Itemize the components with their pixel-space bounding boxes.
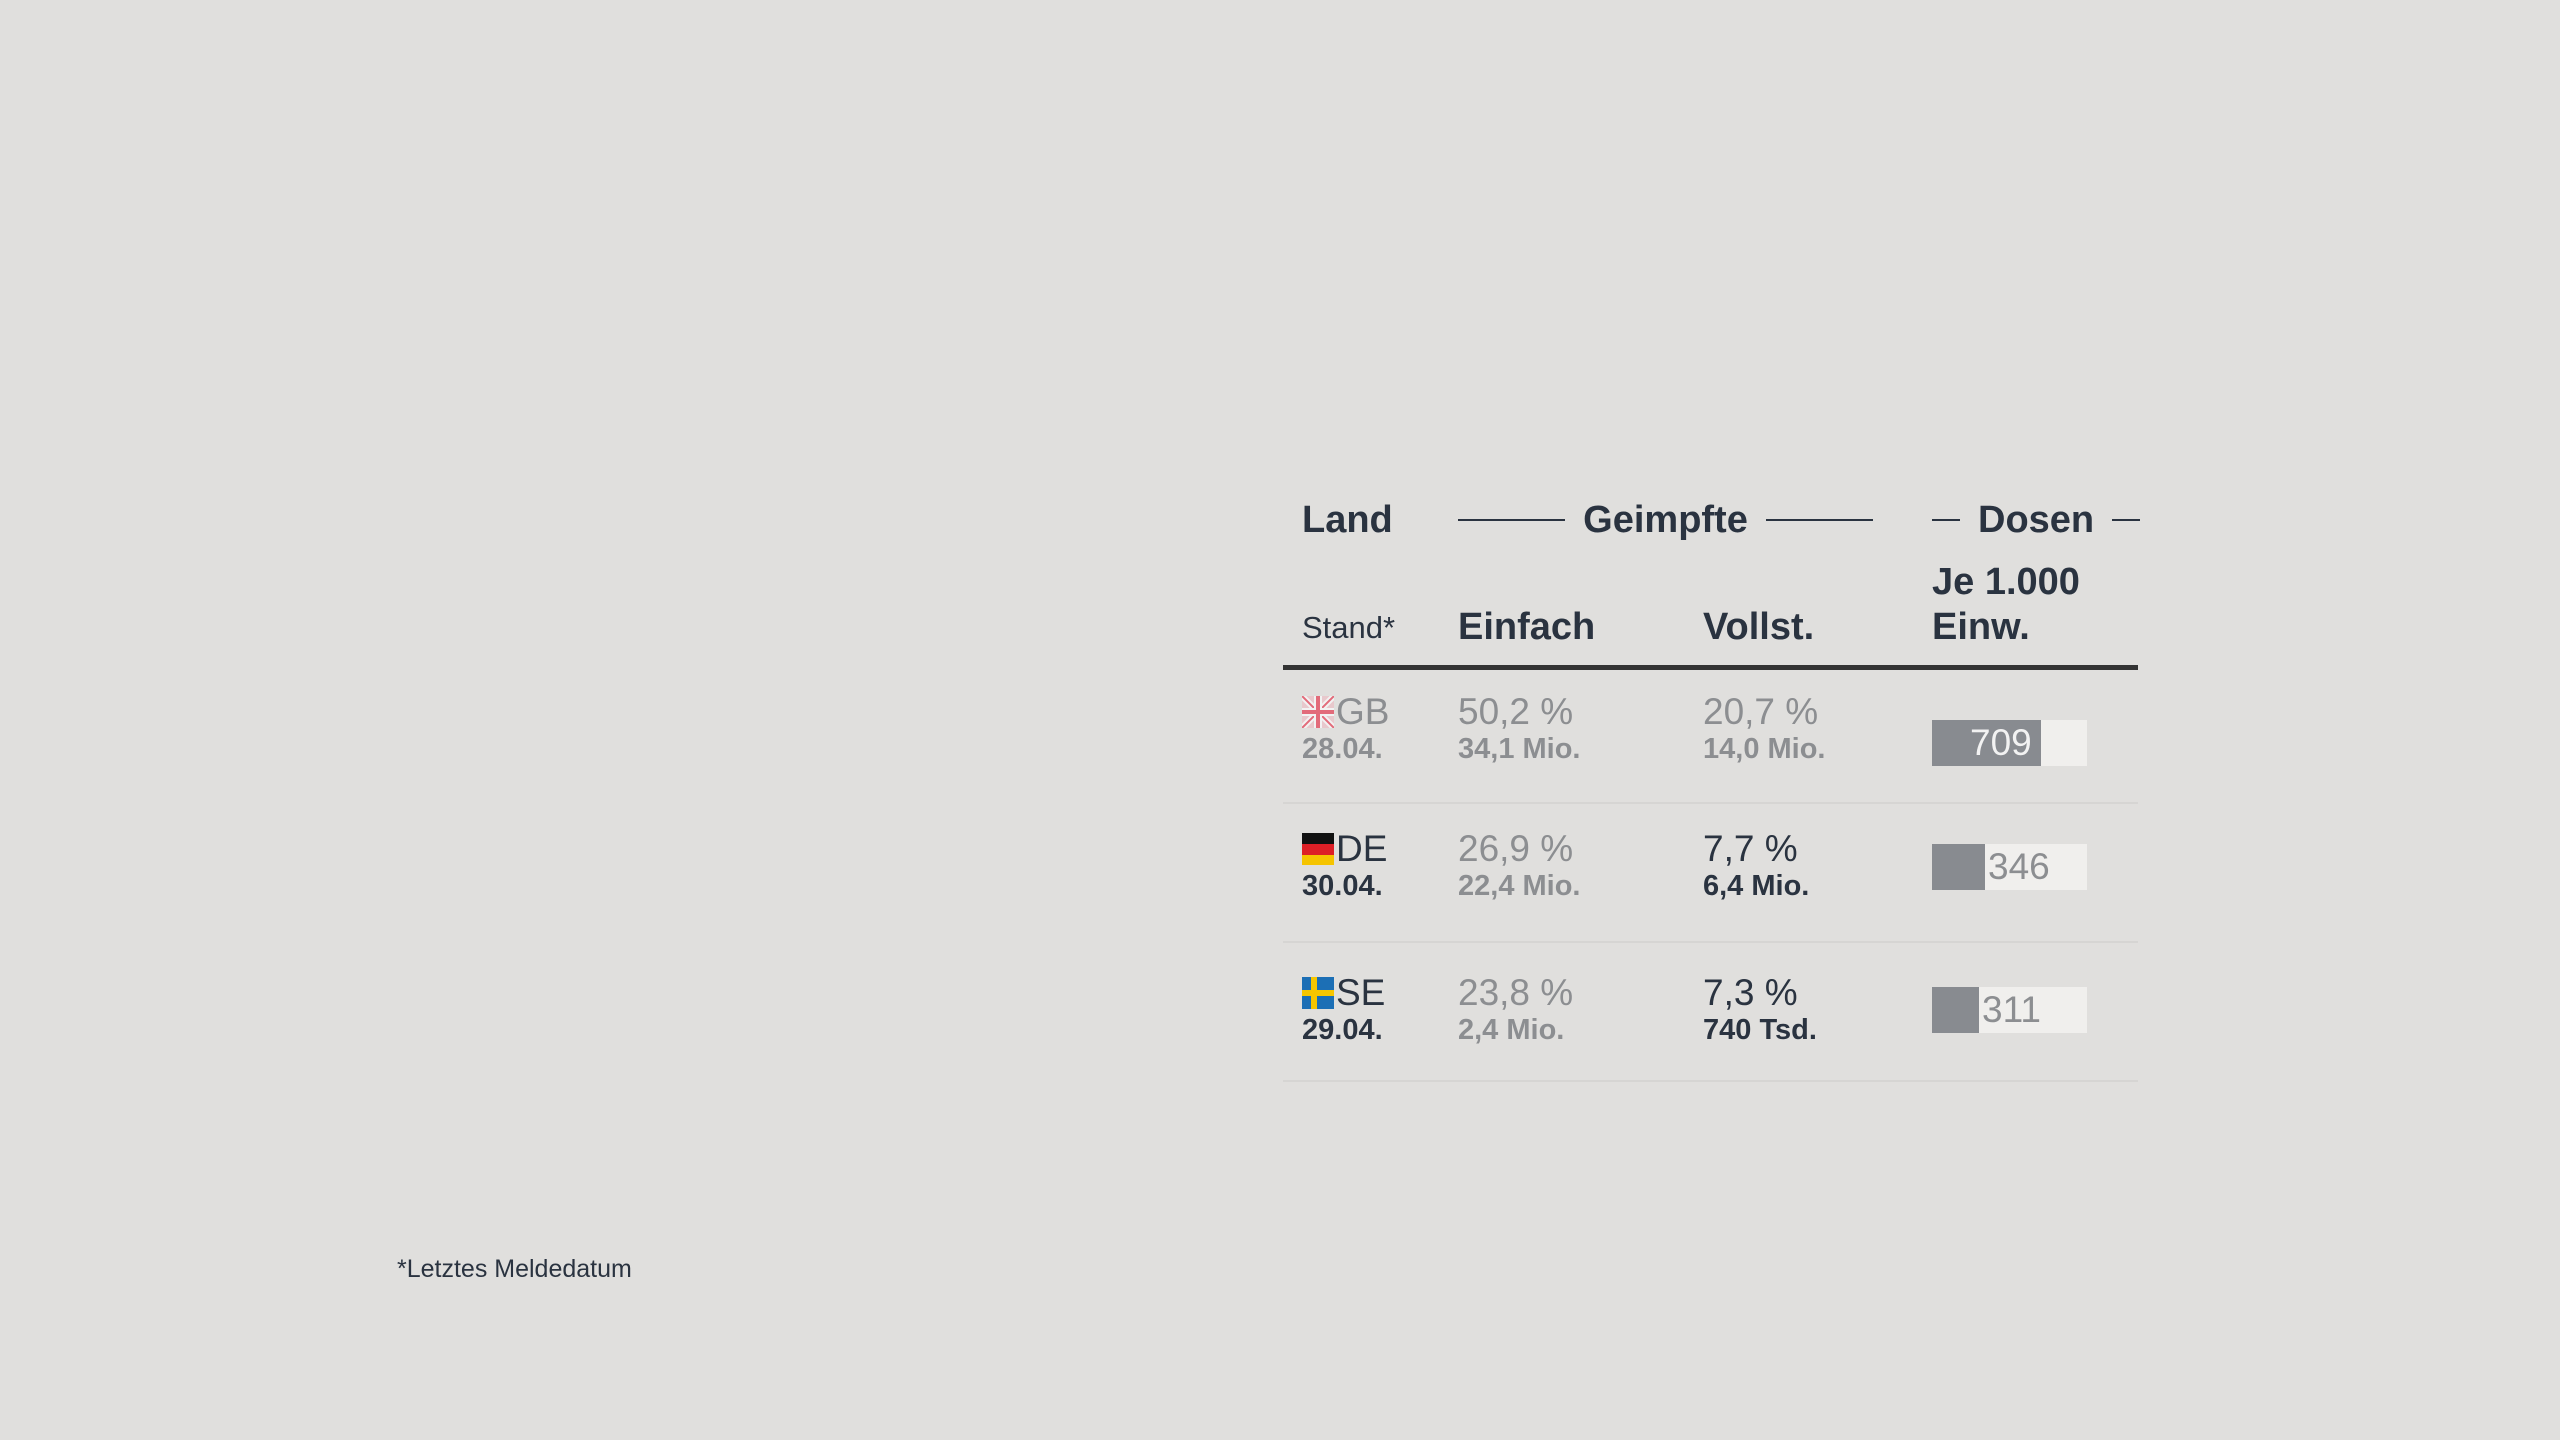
einfach-absolute: 34,1 Mio. bbox=[1458, 733, 1581, 765]
cell-einfach: 23,8 % 2,4 Mio. bbox=[1458, 973, 1573, 1047]
table-row: SE 29.04. 23,8 % 2,4 Mio. 7,3 % 740 Tsd.… bbox=[1283, 943, 2138, 1082]
header-einfach: Einfach bbox=[1458, 606, 1596, 648]
doses-value: 311 bbox=[1982, 989, 2041, 1030]
header-dash-right bbox=[2112, 519, 2141, 521]
header-je-line2: Einw. bbox=[1932, 606, 2030, 648]
header-geimpfte-group: Geimpfte bbox=[1458, 490, 1874, 550]
doses-bar: 311 bbox=[1932, 987, 2087, 1033]
country-code: GB bbox=[1336, 691, 1390, 732]
vollst-percent: 7,7 % bbox=[1703, 828, 1798, 869]
header-dosen-group: Dosen bbox=[1932, 490, 2141, 550]
country-label: SE bbox=[1302, 973, 1385, 1013]
footnote: *Letztes Meldedatum bbox=[397, 1255, 632, 1283]
cell-dosen: 709 bbox=[1932, 720, 2087, 766]
vollst-absolute: 740 Tsd. bbox=[1703, 1014, 1817, 1046]
gb-flag-icon bbox=[1302, 696, 1334, 728]
cell-einfach: 26,9 % 22,4 Mio. bbox=[1458, 829, 1581, 903]
cell-land: DE 30.04. bbox=[1302, 829, 1387, 903]
header-je-1000: Je 1.000 Einw. bbox=[1932, 560, 2080, 650]
vollst-percent: 7,3 % bbox=[1703, 972, 1798, 1013]
de-flag-icon bbox=[1302, 833, 1334, 865]
report-date: 28.04. bbox=[1302, 733, 1383, 765]
einfach-percent: 23,8 % bbox=[1458, 972, 1574, 1013]
einfach-percent: 26,9 % bbox=[1458, 828, 1574, 869]
cell-dosen: 311 bbox=[1932, 987, 2087, 1033]
report-date: 29.04. bbox=[1302, 1014, 1383, 1046]
header-land: Land bbox=[1302, 499, 1393, 541]
country-code: DE bbox=[1336, 828, 1388, 869]
cell-land: GB 28.04. bbox=[1302, 692, 1389, 766]
einfach-percent: 50,2 % bbox=[1458, 691, 1574, 732]
cell-vollst: 20,7 % 14,0 Mio. bbox=[1703, 692, 1826, 766]
header-geimpfte: Geimpfte bbox=[1583, 499, 1748, 541]
doses-bar-fill bbox=[1932, 720, 2041, 766]
cell-vollst: 7,7 % 6,4 Mio. bbox=[1703, 829, 1809, 903]
header-je-line1: Je 1.000 bbox=[1932, 561, 2080, 603]
einfach-absolute: 22,4 Mio. bbox=[1458, 870, 1581, 902]
se-flag-icon bbox=[1302, 977, 1334, 1009]
cell-dosen: 346 bbox=[1932, 844, 2087, 890]
doses-bar-fill bbox=[1932, 844, 1985, 890]
header-dash-left bbox=[1458, 519, 1566, 521]
table-body: GB 28.04. 50,2 % 34,1 Mio. 20,7 % 14,0 M… bbox=[1283, 670, 2138, 1082]
subheader-row: Stand* Einfach Vollst. Je 1.000 Einw. bbox=[1283, 550, 2138, 650]
header-dash-right bbox=[1765, 519, 1874, 521]
header-vollst: Vollst. bbox=[1703, 606, 1815, 648]
doses-bar: 346 bbox=[1932, 844, 2087, 890]
einfach-absolute: 2,4 Mio. bbox=[1458, 1014, 1565, 1046]
vollst-absolute: 6,4 Mio. bbox=[1703, 870, 1810, 902]
header-dosen: Dosen bbox=[1978, 499, 2095, 541]
table-row: GB 28.04. 50,2 % 34,1 Mio. 20,7 % 14,0 M… bbox=[1283, 670, 2138, 804]
doses-value: 709 bbox=[1970, 722, 2032, 763]
header-dash-left bbox=[1932, 519, 1960, 521]
cell-vollst: 7,3 % 740 Tsd. bbox=[1703, 973, 1817, 1047]
country-code: SE bbox=[1336, 972, 1386, 1013]
doses-bar-fill bbox=[1932, 987, 1979, 1033]
country-label: GB bbox=[1302, 692, 1389, 732]
header-stand: Stand* bbox=[1302, 610, 1396, 645]
header-rule bbox=[1283, 665, 2138, 670]
vollst-absolute: 14,0 Mio. bbox=[1703, 733, 1826, 765]
vollst-percent: 20,7 % bbox=[1703, 691, 1819, 732]
country-label: DE bbox=[1302, 829, 1387, 869]
cell-land: SE 29.04. bbox=[1302, 973, 1385, 1047]
report-date: 30.04. bbox=[1302, 870, 1383, 902]
cell-einfach: 50,2 % 34,1 Mio. bbox=[1458, 692, 1581, 766]
table-row: DE 30.04. 26,9 % 22,4 Mio. 7,7 % 6,4 Mio… bbox=[1283, 804, 2138, 943]
doses-bar: 709 bbox=[1932, 720, 2087, 766]
doses-value: 346 bbox=[1988, 846, 2050, 887]
